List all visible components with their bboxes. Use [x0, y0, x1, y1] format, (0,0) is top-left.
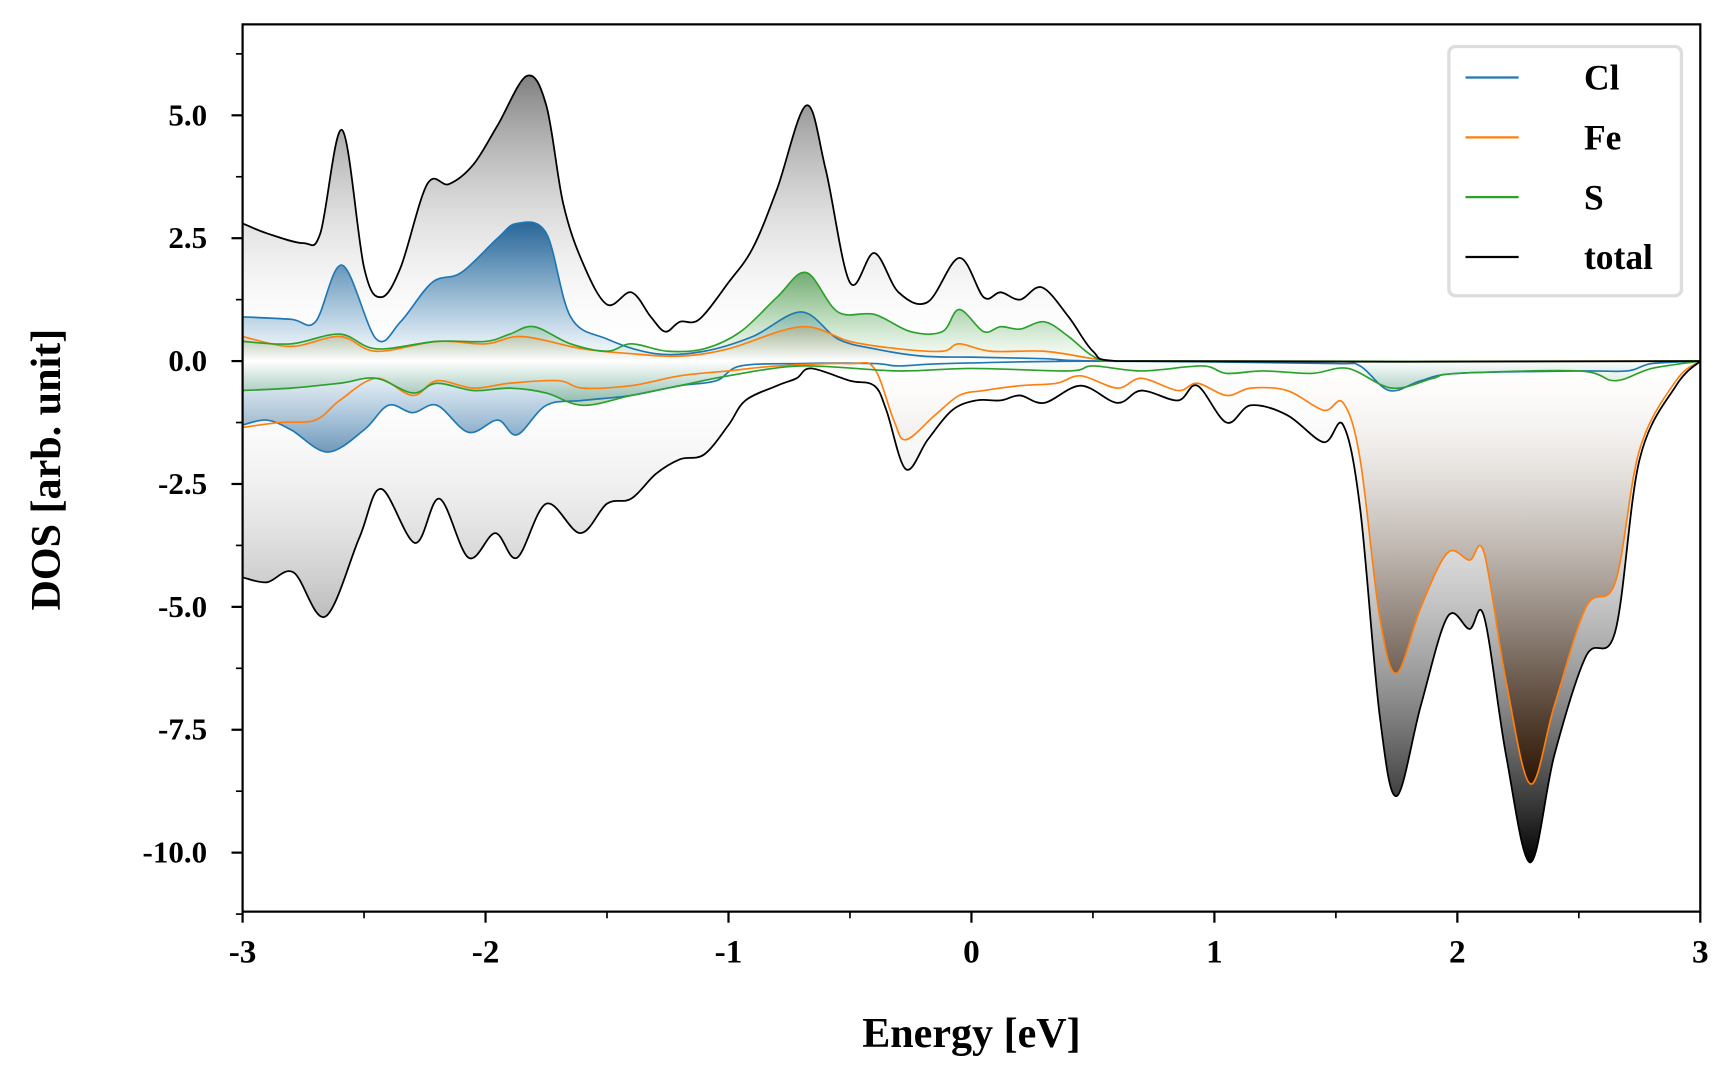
x-tick-label: -2 — [472, 934, 500, 971]
x-tick-label: 1 — [1206, 934, 1223, 971]
y-tick-label: 5.0 — [168, 97, 207, 132]
y-tick-label: -7.5 — [158, 712, 207, 747]
line-layer — [242, 74, 1701, 864]
y-tick-label: -10.0 — [143, 835, 208, 870]
total-spin-down-fill — [242, 361, 1701, 863]
fe-spin-down-fill — [242, 361, 1701, 785]
x-tick-label: 0 — [963, 934, 980, 971]
legend-frame — [1447, 44, 1684, 298]
total-spin-down-line — [242, 360, 1701, 864]
s-spin-up-line — [242, 271, 1701, 363]
x-tick-label: -1 — [715, 934, 743, 971]
x-axis-label: Energy [eV] — [862, 1010, 1081, 1057]
cl-spin-up-fill — [242, 222, 1701, 362]
s-spin-down-line — [242, 360, 1701, 407]
fill-layer — [242, 75, 1701, 863]
total-spin-up-line — [242, 74, 1701, 363]
cl-spin-up-line — [242, 221, 1701, 363]
legend-label-fe: Fe — [1584, 118, 1621, 158]
x-tick-label: -3 — [229, 934, 257, 971]
x-tick-label: 3 — [1692, 934, 1709, 971]
y-axis-label: DOS [arb. unit] — [23, 329, 70, 611]
x-tick-label: 2 — [1449, 934, 1466, 971]
fe-spin-down-line — [242, 360, 1701, 785]
y-tick-label: -2.5 — [158, 466, 207, 501]
legend-label-s: S — [1584, 177, 1604, 217]
y-tick-label: 0.0 — [168, 343, 207, 378]
legend-label-cl: Cl — [1584, 58, 1620, 98]
cl-spin-down-line — [242, 360, 1701, 453]
y-tick-label: -5.0 — [158, 589, 207, 624]
axes: -3 -2 -1 0 1 2 3 5.0 2.5 0.0 -2.5 -5.0 -7.5 -10.0 — [143, 53, 1709, 971]
total-spin-up-fill — [242, 75, 1701, 362]
y-tick-label: 2.5 — [168, 220, 207, 255]
fe-spin-up-fill — [242, 326, 1701, 362]
legend-label-total: total — [1584, 237, 1653, 277]
